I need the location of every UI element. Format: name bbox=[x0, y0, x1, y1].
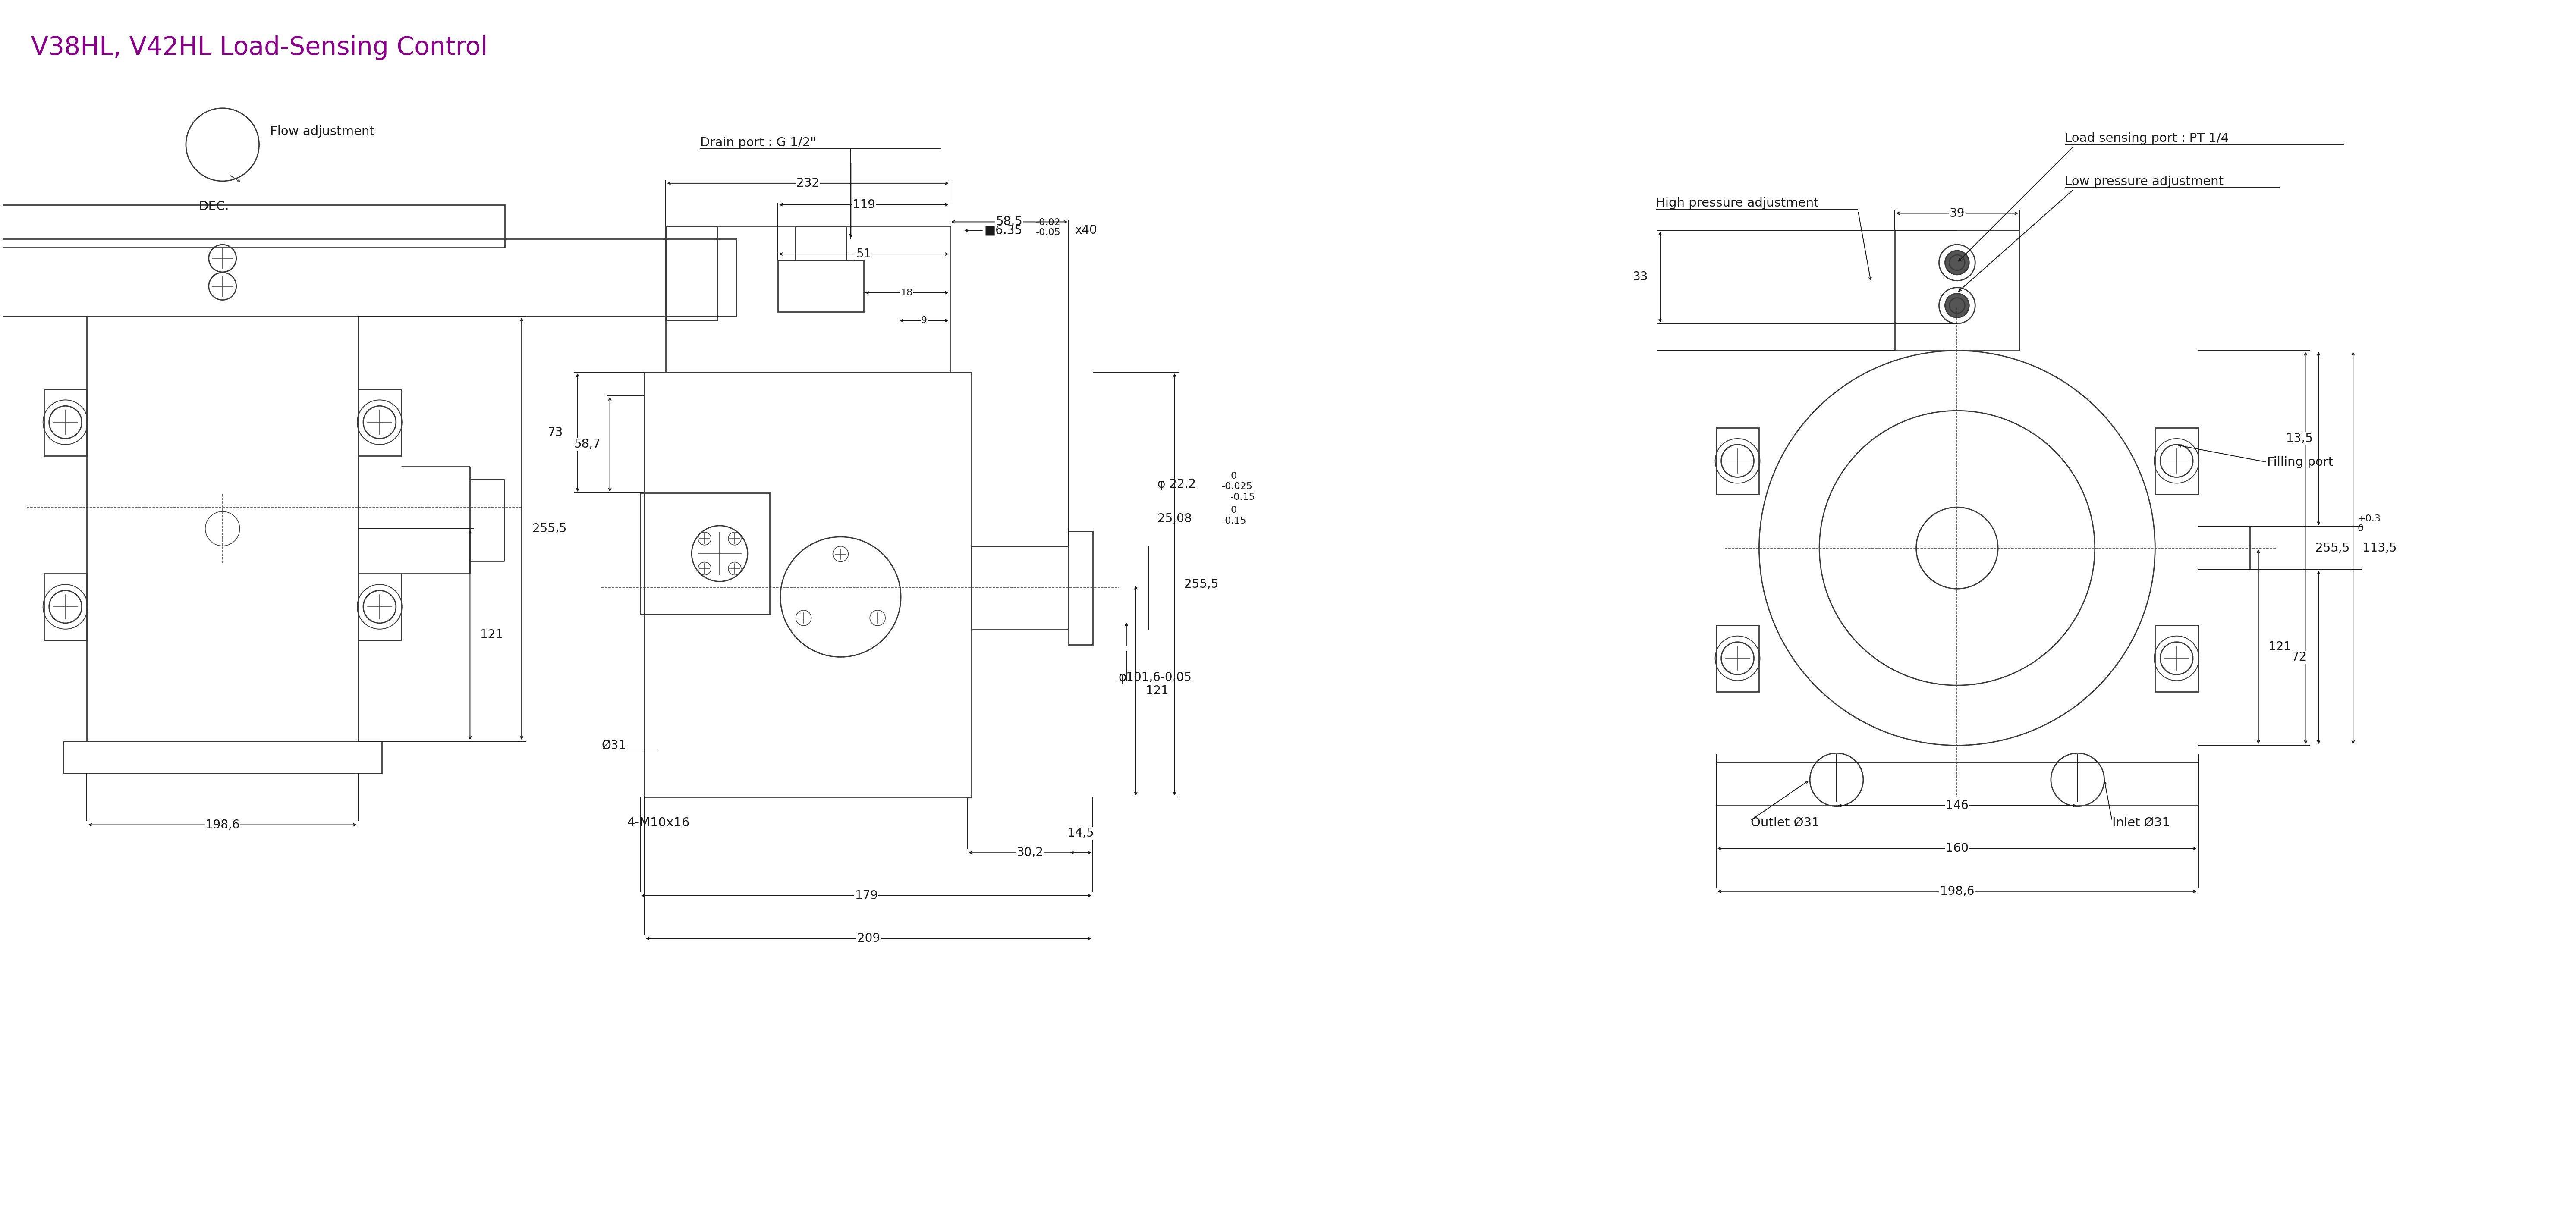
Bar bbox=[2156, 428, 2197, 494]
Text: 255,5: 255,5 bbox=[533, 522, 567, 534]
Bar bbox=[64, 741, 381, 773]
Bar bbox=[665, 226, 951, 372]
Text: 232: 232 bbox=[796, 177, 819, 189]
Text: -0.05: -0.05 bbox=[1036, 228, 1061, 237]
Text: 198,6: 198,6 bbox=[206, 819, 240, 831]
Text: 209: 209 bbox=[858, 932, 881, 944]
Text: V38HL, V42HL Load-Sensing Control: V38HL, V42HL Load-Sensing Control bbox=[31, 35, 487, 60]
Text: DEC.: DEC. bbox=[198, 200, 229, 212]
Text: 198,6: 198,6 bbox=[1940, 886, 1973, 898]
Text: Inlet Ø31: Inlet Ø31 bbox=[2112, 816, 2169, 828]
Bar bbox=[0, 205, 505, 248]
Text: -0.02: -0.02 bbox=[1036, 218, 1061, 227]
Text: 14,5: 14,5 bbox=[1066, 827, 1095, 839]
Text: 58,5: 58,5 bbox=[997, 216, 1023, 228]
Text: x40: x40 bbox=[1074, 224, 1097, 237]
Text: 25,08: 25,08 bbox=[1157, 512, 1193, 525]
Text: 18: 18 bbox=[902, 288, 912, 296]
Text: φ101,6-0.05: φ101,6-0.05 bbox=[1118, 671, 1193, 683]
Text: High pressure adjustment: High pressure adjustment bbox=[1656, 196, 1819, 209]
Text: 9: 9 bbox=[922, 316, 927, 325]
Text: 72: 72 bbox=[2293, 651, 2308, 664]
Bar bbox=[2156, 625, 2197, 692]
Text: 73: 73 bbox=[549, 427, 562, 439]
Text: Drain port : G 1/2": Drain port : G 1/2" bbox=[701, 137, 817, 149]
Bar bbox=[1716, 428, 1759, 494]
Text: 33: 33 bbox=[1633, 271, 1649, 283]
Text: 119: 119 bbox=[853, 199, 876, 211]
Text: 39: 39 bbox=[1950, 207, 1965, 220]
Bar bbox=[358, 573, 402, 640]
Text: 146: 146 bbox=[1945, 799, 1968, 811]
Bar bbox=[44, 389, 88, 456]
Text: 255,5: 255,5 bbox=[1185, 578, 1218, 590]
Text: Outlet Ø31: Outlet Ø31 bbox=[1752, 816, 1819, 828]
Text: 121: 121 bbox=[2269, 640, 2290, 653]
Text: Filling port: Filling port bbox=[2267, 456, 2334, 468]
Text: 121: 121 bbox=[1146, 684, 1170, 697]
Text: Ø31: Ø31 bbox=[603, 739, 626, 752]
Text: -0.025: -0.025 bbox=[1221, 482, 1252, 490]
Text: 4-M10x16: 4-M10x16 bbox=[626, 816, 690, 828]
Text: 13,5: 13,5 bbox=[2285, 433, 2313, 444]
Bar bbox=[1716, 625, 1759, 692]
Text: -0.15: -0.15 bbox=[1231, 493, 1255, 501]
Text: Flow adjustment: Flow adjustment bbox=[270, 126, 374, 138]
Text: 0: 0 bbox=[1231, 506, 1236, 515]
Text: +0.3: +0.3 bbox=[2357, 515, 2380, 523]
Bar bbox=[1069, 531, 1092, 644]
Bar bbox=[796, 226, 848, 261]
Text: 30,2: 30,2 bbox=[1018, 847, 1043, 859]
Text: φ 22,2: φ 22,2 bbox=[1157, 478, 1195, 490]
Text: 58,7: 58,7 bbox=[574, 438, 600, 450]
Text: 255,5: 255,5 bbox=[2316, 542, 2349, 554]
Text: 160: 160 bbox=[1945, 842, 1968, 854]
Bar bbox=[0, 239, 737, 316]
Bar bbox=[639, 493, 770, 614]
Text: 0: 0 bbox=[1231, 472, 1236, 481]
Bar bbox=[358, 389, 402, 456]
Circle shape bbox=[1945, 250, 1968, 274]
Text: 121: 121 bbox=[479, 628, 502, 640]
Bar bbox=[644, 372, 971, 797]
Text: Load sensing port : PT 1/4: Load sensing port : PT 1/4 bbox=[2066, 133, 2228, 145]
Text: -0.15: -0.15 bbox=[1221, 516, 1247, 526]
Text: ■6.35: ■6.35 bbox=[984, 224, 1023, 237]
Bar bbox=[778, 261, 863, 312]
Text: 0: 0 bbox=[2357, 525, 2365, 533]
Bar bbox=[665, 226, 719, 321]
Bar bbox=[44, 573, 88, 640]
Circle shape bbox=[1945, 294, 1968, 317]
Text: 51: 51 bbox=[855, 248, 871, 260]
Text: 179: 179 bbox=[855, 889, 878, 902]
Text: 113,5: 113,5 bbox=[2362, 542, 2396, 554]
Bar bbox=[971, 547, 1069, 630]
Bar bbox=[1896, 231, 2020, 350]
Text: Low pressure adjustment: Low pressure adjustment bbox=[2066, 176, 2223, 188]
Bar bbox=[88, 316, 358, 741]
